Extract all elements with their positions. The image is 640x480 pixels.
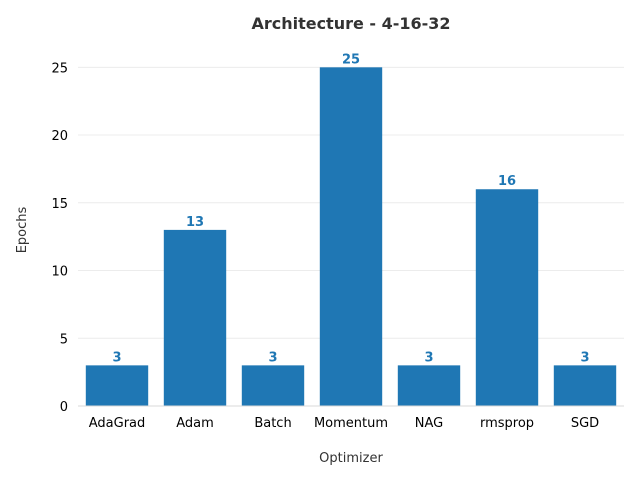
bar-momentum bbox=[319, 67, 383, 407]
chart-title: Architecture - 4-16-32 bbox=[251, 14, 450, 33]
data-label: 3 bbox=[268, 350, 277, 365]
y-axis-ticks: 0 5 10 15 20 25 bbox=[51, 61, 68, 415]
bar-sgd bbox=[553, 365, 617, 406]
data-label: 3 bbox=[424, 350, 433, 365]
data-label: 3 bbox=[112, 350, 121, 365]
y-tick-label: 15 bbox=[51, 197, 68, 212]
data-label: 16 bbox=[498, 174, 516, 189]
bar-nag bbox=[397, 365, 461, 406]
x-tick-label: Batch bbox=[254, 416, 291, 431]
y-tick-label: 20 bbox=[51, 129, 68, 144]
x-tick-label: SGD bbox=[571, 416, 599, 431]
bar-adam bbox=[163, 229, 227, 406]
x-tick-label: AdaGrad bbox=[89, 416, 146, 431]
y-tick-label: 25 bbox=[51, 61, 68, 76]
data-label: 25 bbox=[342, 52, 360, 67]
y-axis-label: Epochs bbox=[15, 206, 30, 253]
x-tick-label: rmsprop bbox=[480, 416, 534, 431]
bars bbox=[85, 67, 617, 407]
data-label: 3 bbox=[580, 350, 589, 365]
bar-batch bbox=[241, 365, 305, 406]
x-tick-label: Momentum bbox=[314, 416, 388, 431]
y-tick-label: 0 bbox=[60, 400, 68, 415]
x-tick-label: Adam bbox=[176, 416, 214, 431]
data-label: 13 bbox=[186, 215, 204, 230]
x-axis-ticks: AdaGrad Adam Batch Momentum NAG rmsprop SGD bbox=[89, 416, 599, 431]
x-axis-label: Optimizer bbox=[319, 451, 383, 466]
y-tick-label: 5 bbox=[60, 332, 68, 347]
x-tick-label: NAG bbox=[415, 416, 443, 431]
y-tick-label: 10 bbox=[51, 265, 68, 280]
data-labels: 3 13 3 25 3 16 3 bbox=[112, 52, 589, 365]
bar-adagrad bbox=[85, 365, 149, 406]
bar-rmsprop bbox=[475, 189, 539, 406]
